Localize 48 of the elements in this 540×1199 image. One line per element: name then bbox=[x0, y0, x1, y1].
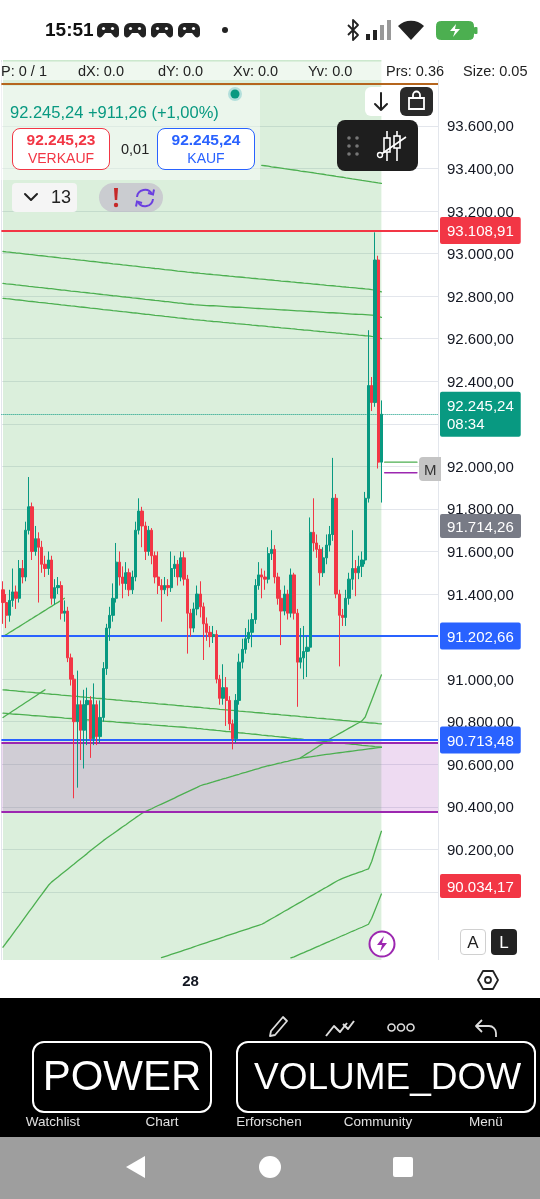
annotation: P: 0 / 1 bbox=[1, 63, 47, 80]
annotation: dX: 0.0 bbox=[78, 63, 124, 80]
y-tick-label: 92.600,00 bbox=[447, 330, 514, 348]
y-tick-label: 93.200,00 bbox=[447, 202, 514, 220]
ref-line-label: 90.713,48 bbox=[447, 731, 514, 749]
ref-line-label: 91.202,66 bbox=[447, 627, 514, 645]
text: Size: 0.05 bbox=[463, 63, 528, 80]
y-tick-label: 91.600,00 bbox=[447, 542, 514, 560]
y-tick-label: 90.600,00 bbox=[447, 755, 514, 773]
text: 91.714,26 bbox=[447, 518, 514, 535]
y-tick-label: 92.800,00 bbox=[447, 287, 514, 305]
text: POWER bbox=[42, 1052, 202, 1101]
y-tick-label: 90.400,00 bbox=[447, 798, 514, 816]
y-tick-label: 92.000,00 bbox=[447, 457, 514, 475]
y-tick-label: 90.800,00 bbox=[447, 713, 514, 731]
y-tick-label: 93.600,00 bbox=[447, 117, 514, 135]
annotation: KAUF bbox=[187, 150, 225, 167]
text: L bbox=[499, 933, 509, 953]
y-tick-label: 91.400,00 bbox=[447, 585, 514, 603]
x-tick-label: 28 bbox=[182, 972, 199, 989]
annotation: 13 bbox=[51, 187, 72, 208]
text: A bbox=[467, 933, 479, 953]
annotation: dY: 0.0 bbox=[158, 63, 204, 80]
annotation: Xv: 0.0 bbox=[233, 63, 279, 80]
annotation: VERKAUF bbox=[27, 150, 95, 167]
text: VOLUME_DOW bbox=[254, 1056, 522, 1099]
y-tick-label: 93.000,00 bbox=[447, 245, 514, 263]
text: Chart bbox=[145, 1114, 179, 1130]
text: 92.245,24 +911,26 (+1,00%) bbox=[10, 103, 219, 122]
annotation: 92.245,23 bbox=[26, 131, 96, 149]
annotation: Yv: 0.0 bbox=[308, 63, 353, 80]
annotation: M bbox=[419, 457, 441, 481]
text: 90.034,17 bbox=[440, 874, 521, 898]
annotation: 92.245,24 bbox=[171, 131, 241, 149]
y-tick-label: 93.400,00 bbox=[447, 160, 514, 178]
y-tick-label: 91.000,00 bbox=[447, 670, 514, 688]
annotation: 0,01 bbox=[121, 141, 150, 158]
text: Watchlist bbox=[25, 1114, 81, 1130]
text: Community bbox=[343, 1114, 413, 1130]
annotation: Prs: 0.36 bbox=[386, 63, 445, 80]
y-tick-label: 90.200,00 bbox=[447, 840, 514, 858]
y-tick-label: 92.400,00 bbox=[447, 372, 514, 390]
ref-line-label: 93.108,91 bbox=[447, 221, 514, 239]
text: Erforschen bbox=[236, 1114, 302, 1130]
y-tick-label: 91.800,00 bbox=[447, 500, 514, 518]
ref-line-label: 92.245,24 08:34 bbox=[447, 396, 514, 432]
text: 15:51 bbox=[45, 19, 94, 41]
text: Menü bbox=[469, 1114, 503, 1130]
